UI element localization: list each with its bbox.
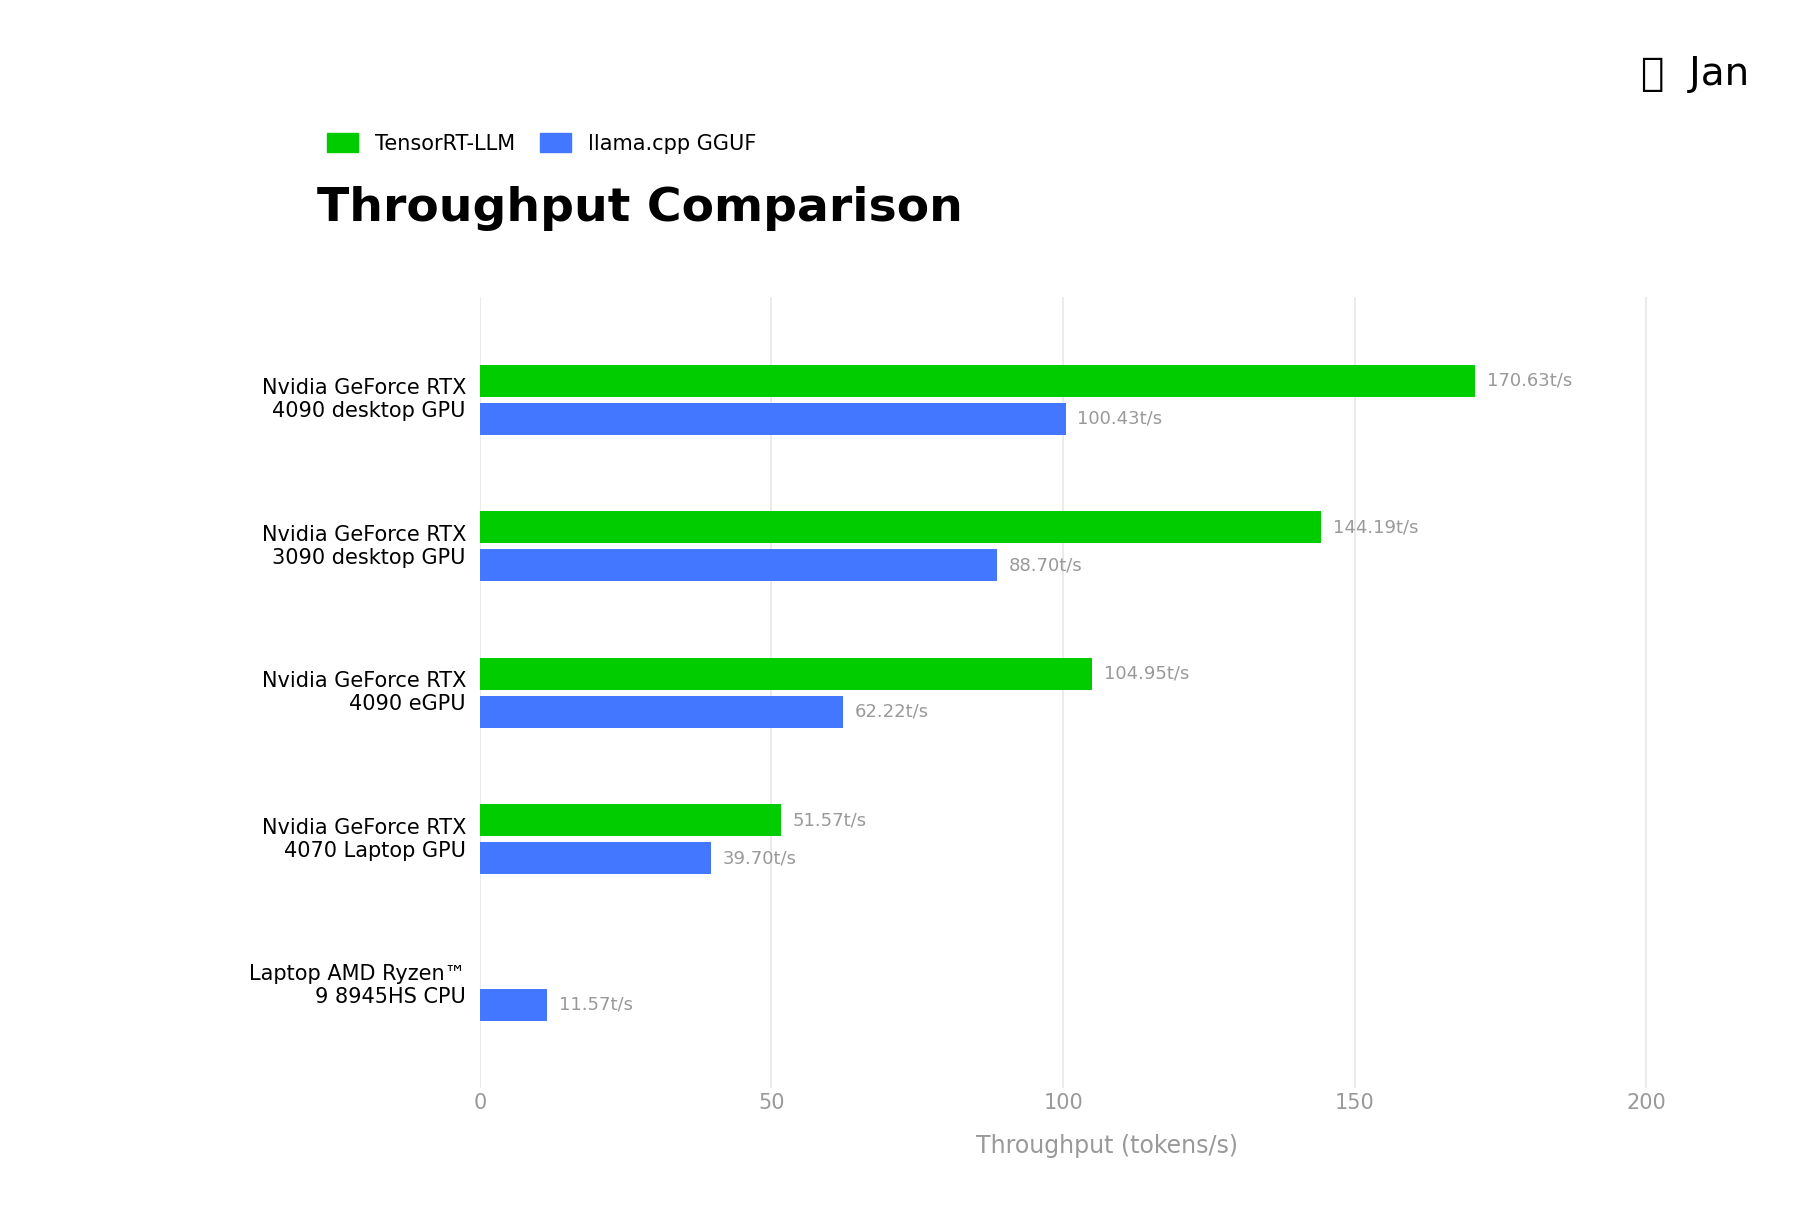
- Text: 👋  Jan: 👋 Jan: [1641, 55, 1749, 93]
- Text: 88.70t/s: 88.70t/s: [1010, 556, 1082, 574]
- Bar: [480, 842, 712, 875]
- Bar: [480, 549, 997, 582]
- Text: 39.70t/s: 39.70t/s: [723, 849, 797, 868]
- Text: 62.22t/s: 62.22t/s: [855, 703, 929, 721]
- X-axis label: Throughput (tokens/s): Throughput (tokens/s): [975, 1134, 1239, 1158]
- Bar: [480, 804, 781, 836]
- Legend: TensorRT-LLM, llama.cpp GGUF: TensorRT-LLM, llama.cpp GGUF: [326, 133, 757, 154]
- Bar: [480, 364, 1475, 397]
- Text: 104.95t/s: 104.95t/s: [1103, 665, 1188, 683]
- Text: 51.57t/s: 51.57t/s: [792, 811, 867, 830]
- Bar: [480, 695, 842, 728]
- Bar: [480, 657, 1093, 690]
- Text: 11.57t/s: 11.57t/s: [559, 996, 633, 1014]
- Text: 144.19t/s: 144.19t/s: [1332, 518, 1417, 536]
- Bar: [480, 511, 1322, 544]
- Bar: [480, 989, 548, 1022]
- Bar: [480, 402, 1066, 435]
- Text: 170.63t/s: 170.63t/s: [1487, 371, 1572, 390]
- Text: 100.43t/s: 100.43t/s: [1076, 409, 1163, 428]
- Text: Throughput Comparison: Throughput Comparison: [317, 186, 963, 231]
